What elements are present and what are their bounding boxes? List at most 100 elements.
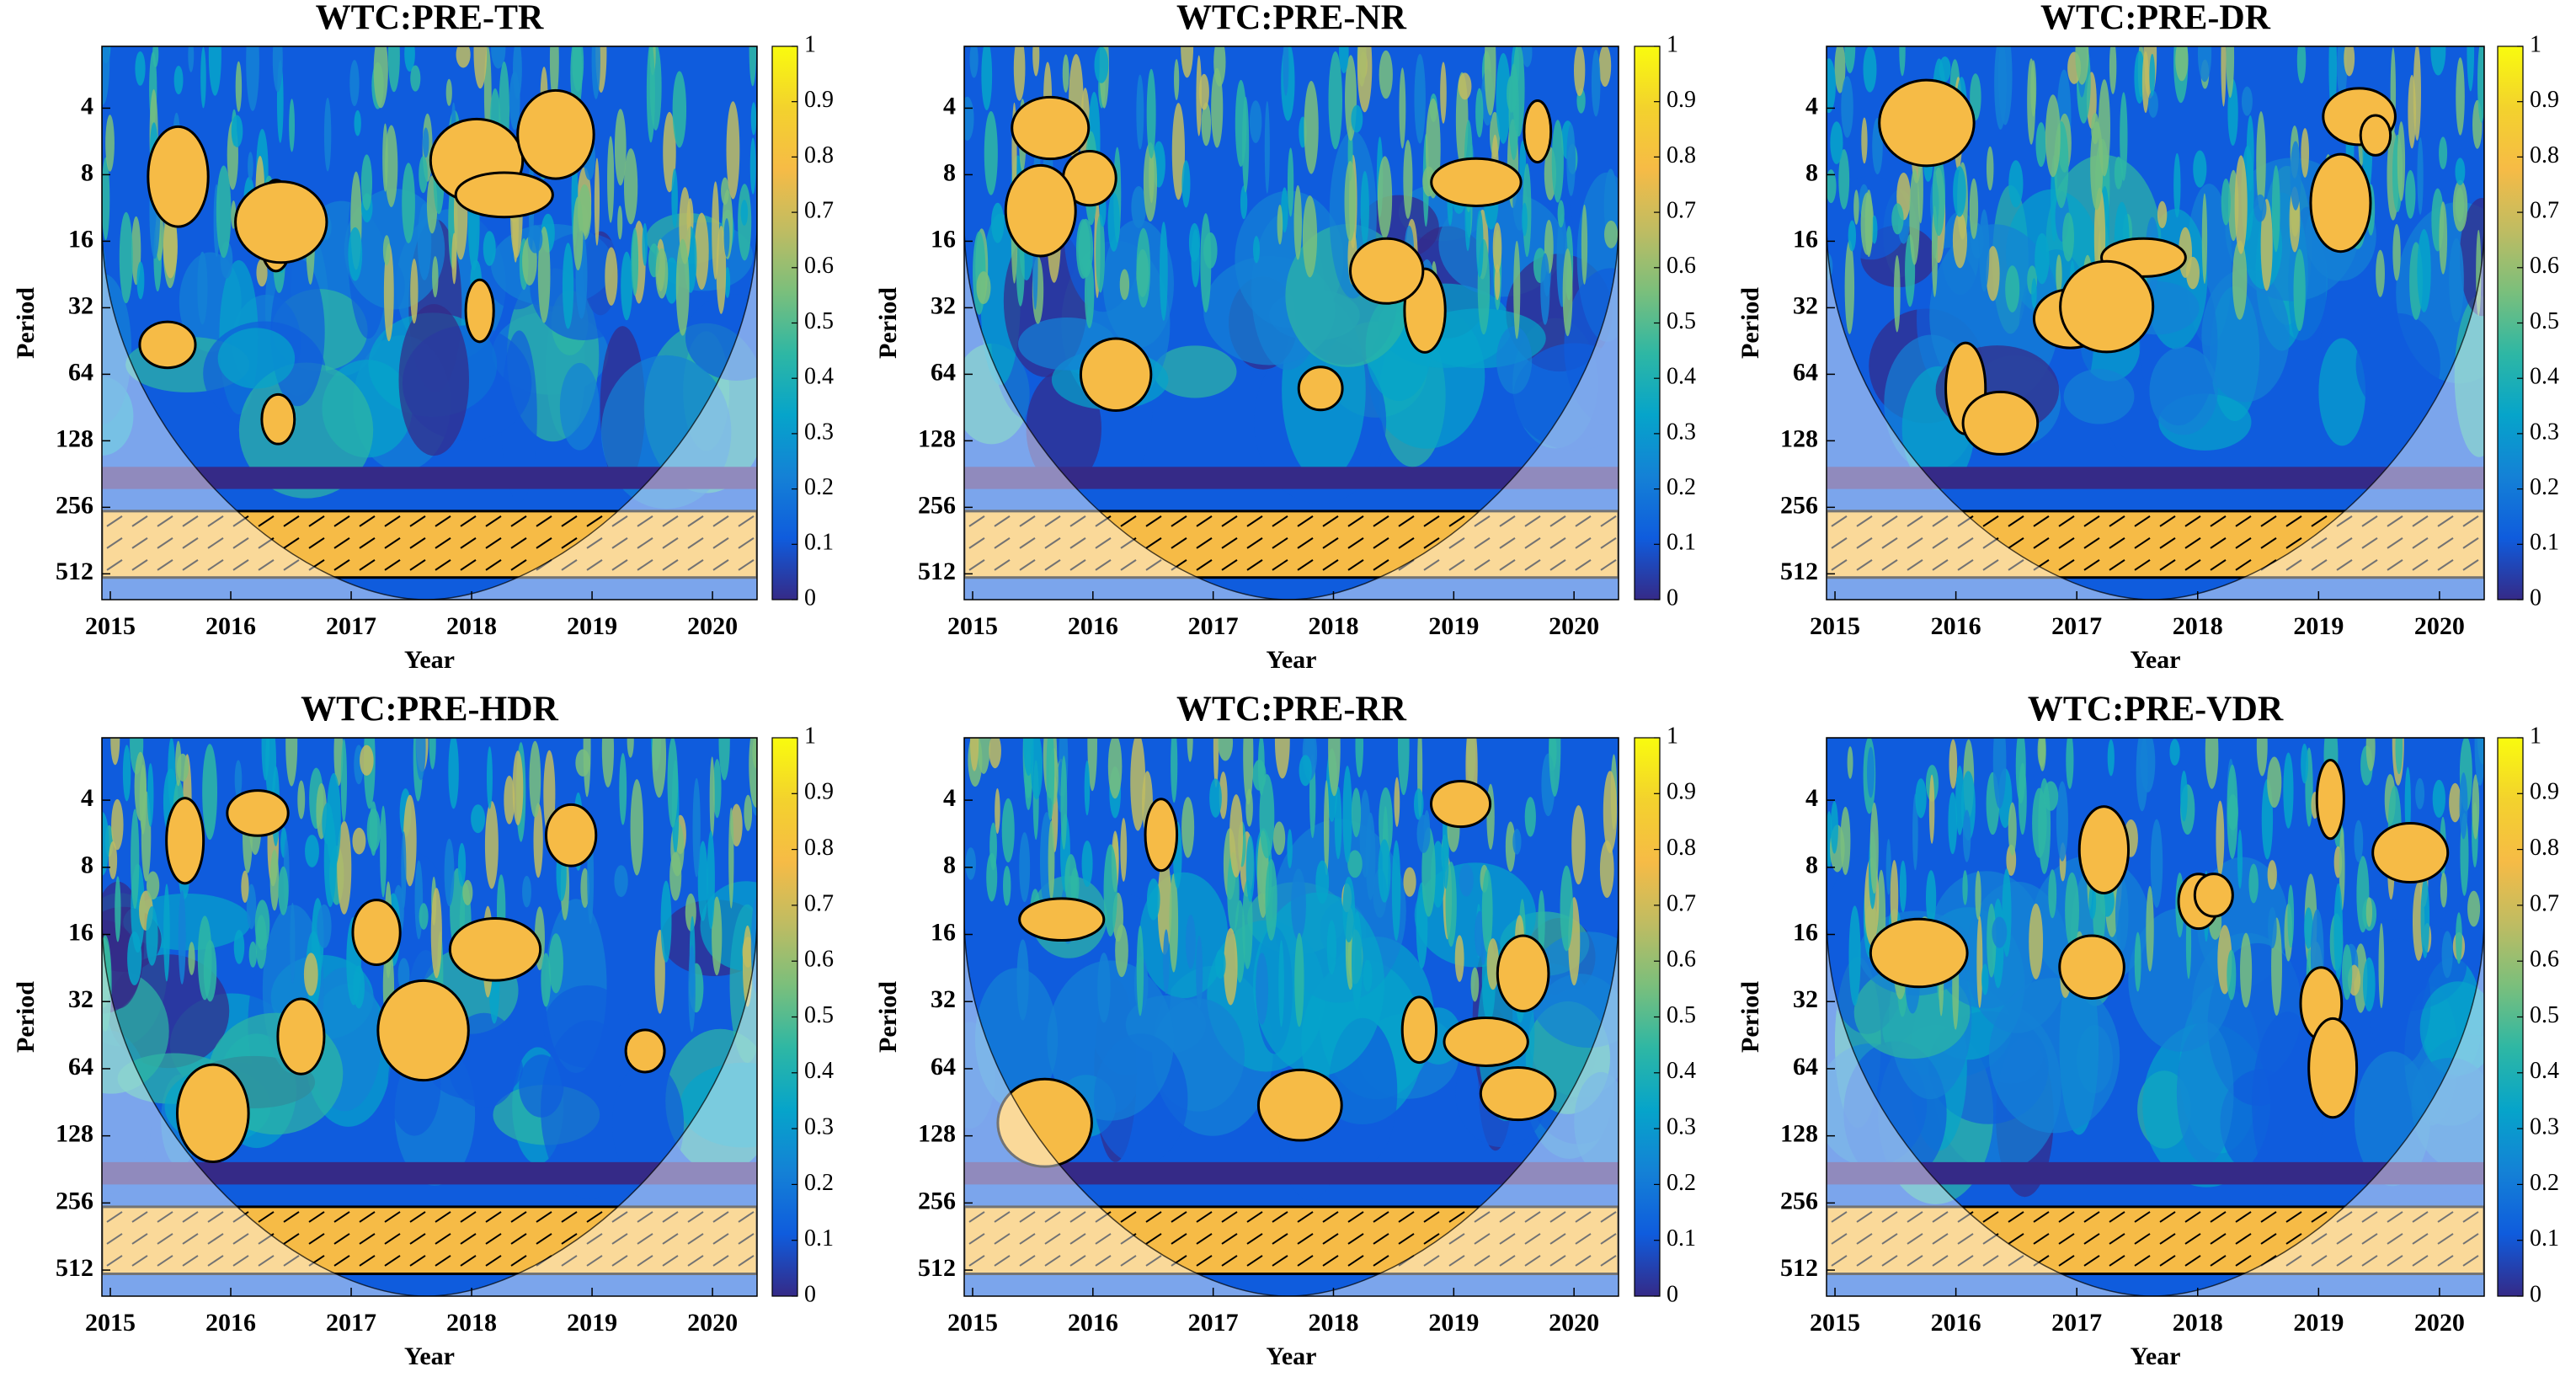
phase-arrow <box>1856 1211 1873 1223</box>
field-streak <box>246 883 257 930</box>
field-streak <box>1986 246 2000 302</box>
phase-arrow <box>2008 537 2024 549</box>
phase-arrow <box>1524 1211 1541 1223</box>
phase-arrow <box>359 515 376 527</box>
phase-arrow <box>2462 537 2479 549</box>
field-streak <box>1599 841 1614 899</box>
y-tick-label: 128 <box>56 1120 93 1148</box>
x-tick-label: 2015 <box>947 612 998 640</box>
field-streak <box>1899 860 1907 913</box>
field-streak <box>548 933 563 994</box>
x-tick-label: 2019 <box>567 612 617 640</box>
phase-arrow <box>712 1255 729 1267</box>
phase-arrow <box>232 1255 249 1267</box>
field-streak <box>486 746 493 809</box>
phase-arrow <box>1069 515 1086 527</box>
phase-arrow <box>662 1255 679 1267</box>
field-streak <box>2226 46 2235 99</box>
field-streak <box>2440 873 2447 908</box>
y-tick-label: 4 <box>81 92 93 120</box>
field-streak <box>2333 883 2344 980</box>
field-streak <box>1107 192 1120 252</box>
field-streak <box>1486 938 1500 990</box>
phase-arrow <box>485 1233 502 1245</box>
phase-arrow <box>712 537 729 549</box>
field-streak <box>2392 223 2401 281</box>
significant-region <box>1018 897 1106 942</box>
phase-arrow <box>536 537 552 549</box>
phase-arrow <box>2235 1255 2252 1267</box>
phase-arrow <box>1907 537 1923 549</box>
x-tick-label: 2015 <box>85 1309 136 1337</box>
significant-region <box>2307 1017 2359 1119</box>
phase-arrow <box>207 1233 224 1245</box>
phase-arrow <box>1423 515 1440 527</box>
field-streak <box>1119 269 1130 301</box>
phase-arrow <box>536 1233 552 1245</box>
colorbar-tick-label: 0.2 <box>1667 474 1696 500</box>
phase-arrow <box>1856 515 1873 527</box>
field-patch <box>2252 1011 2324 1196</box>
phase-arrow <box>384 537 401 549</box>
phase-arrow <box>308 559 325 571</box>
phase-arrow <box>1196 537 1213 549</box>
significant-region <box>1878 78 1976 168</box>
colorbar-tick-label: 1 <box>2530 31 2541 57</box>
field-streak <box>1893 255 1901 333</box>
colorbar-tick-label: 0.3 <box>2530 419 2559 445</box>
field-streak <box>2354 819 2364 862</box>
phase-arrow <box>968 1233 985 1245</box>
panel-title: WTC:PRE-NR <box>1176 0 1407 38</box>
y-tick-label: 8 <box>81 851 93 879</box>
coherence-field <box>964 46 1619 600</box>
phase-arrow <box>106 515 123 527</box>
phase-arrow <box>2109 537 2125 549</box>
field-streak <box>984 110 998 195</box>
phase-arrow <box>232 559 249 571</box>
phase-arrow <box>968 537 985 549</box>
field-streak <box>404 46 415 72</box>
colorbar-tick-label: 0.2 <box>2530 1170 2559 1196</box>
field-streak <box>208 46 221 96</box>
phase-arrow <box>1398 1233 1415 1245</box>
colorbar-tick-label: 0 <box>2530 1281 2541 1307</box>
phase-arrow <box>1246 559 1263 571</box>
phase-arrow <box>2083 1233 2100 1245</box>
field-streak <box>2260 199 2273 291</box>
phase-arrow <box>1272 1233 1288 1245</box>
field-streak <box>2404 766 2411 840</box>
field-streak <box>285 738 298 787</box>
significant-region <box>448 917 542 982</box>
phase-arrow <box>1957 537 1974 549</box>
phase-arrow <box>662 515 679 527</box>
colorbar-tick-label: 0.3 <box>2530 1114 2559 1140</box>
x-axis-label: Year <box>2131 1342 2181 1370</box>
significant-band <box>964 510 1619 579</box>
significant-region <box>2077 805 2131 894</box>
field-streak <box>1909 168 1920 265</box>
phase-arrow <box>1474 515 1491 527</box>
field-streak <box>317 904 332 948</box>
field-streak <box>749 46 757 87</box>
field-streak <box>1377 156 1393 239</box>
colorbar-tick-label: 0.6 <box>1667 947 1696 973</box>
x-tick-label: 2019 <box>2293 612 2344 640</box>
phase-arrow <box>1196 559 1213 571</box>
field-streak <box>1470 967 1480 1002</box>
phase-arrow <box>1297 559 1314 571</box>
phase-arrow <box>1221 1233 1238 1245</box>
significant-region <box>2309 152 2372 254</box>
field-streak <box>297 780 306 819</box>
phase-arrow <box>1856 559 1873 571</box>
field-streak <box>991 202 1005 243</box>
field-streak <box>1484 46 1496 116</box>
significant-region <box>175 1063 250 1164</box>
field-streak <box>669 851 682 901</box>
phase-arrow <box>308 1211 325 1223</box>
y-tick-label: 4 <box>81 784 93 812</box>
phase-arrow <box>712 1233 729 1245</box>
field-streak <box>1932 154 1946 237</box>
phase-arrow <box>2285 559 2302 571</box>
colorbar-tick-label: 0.9 <box>1667 87 1696 113</box>
field-streak <box>410 65 421 92</box>
